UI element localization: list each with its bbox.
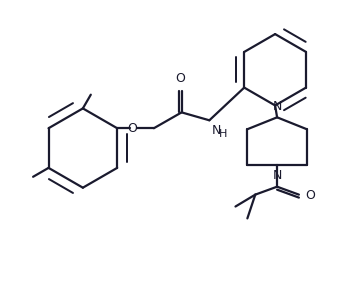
- Text: N: N: [211, 124, 221, 137]
- Text: O: O: [176, 72, 185, 85]
- Text: N: N: [272, 169, 282, 182]
- Text: H: H: [219, 129, 227, 139]
- Text: O: O: [127, 122, 137, 135]
- Text: O: O: [305, 189, 315, 202]
- Text: N: N: [272, 100, 282, 113]
